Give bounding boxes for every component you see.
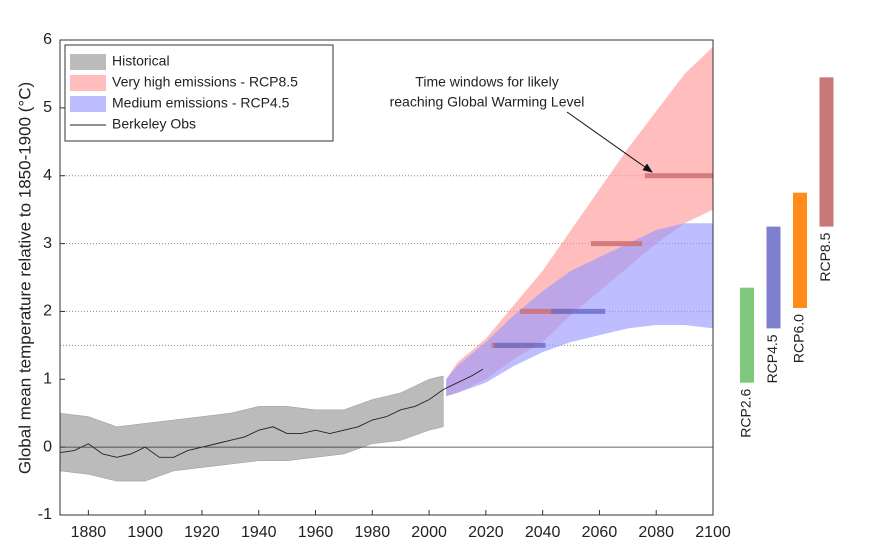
y-axis-label: Global mean temperature relative to 1850… bbox=[15, 82, 34, 474]
x-tick-label: 2060 bbox=[582, 524, 618, 541]
legend-label: Very high emissions - RCP8.5 bbox=[112, 74, 298, 90]
scenario-label: RCP2.6 bbox=[738, 388, 754, 437]
x-tick-label: 1900 bbox=[127, 524, 163, 541]
legend-swatch bbox=[70, 96, 106, 112]
x-tick-label: 2100 bbox=[695, 524, 731, 541]
legend: Historical Very high emissions - RCP8.5 Me… bbox=[64, 44, 334, 142]
y-tick-label: -1 bbox=[38, 506, 52, 523]
scenario-range bbox=[740, 287, 754, 383]
legend-swatch bbox=[70, 54, 106, 70]
x-tick-label: 1960 bbox=[298, 524, 334, 541]
obs-line bbox=[59, 368, 484, 458]
scenario-label: RCP6.0 bbox=[791, 314, 807, 363]
x-tick-label: 1880 bbox=[71, 524, 107, 541]
annotation: reaching Global Warming Level bbox=[390, 94, 585, 110]
x-tick-label: 2020 bbox=[468, 524, 504, 541]
legend-label: Historical bbox=[112, 53, 170, 69]
x-tick-label: 2080 bbox=[638, 524, 674, 541]
legend-box bbox=[64, 44, 334, 142]
band bbox=[446, 46, 713, 397]
legend-label: Medium emissions - RCP4.5 bbox=[112, 95, 290, 111]
x-tick-label: 1920 bbox=[184, 524, 220, 541]
x-tick-label: 2000 bbox=[411, 524, 447, 541]
y-tick-label: 1 bbox=[43, 371, 52, 388]
y-tick-label: 5 bbox=[43, 99, 52, 116]
annotation: Time windows for likely bbox=[415, 74, 558, 90]
x-tick-label: 1980 bbox=[355, 524, 391, 541]
scenario-label: RCP8.5 bbox=[817, 232, 833, 281]
y-tick-label: 2 bbox=[43, 303, 52, 320]
scenario-label: RCP4.5 bbox=[764, 334, 780, 383]
x-tick-label: 2040 bbox=[525, 524, 561, 541]
annotation-arrow bbox=[566, 111, 653, 173]
y-tick-label: 6 bbox=[43, 31, 52, 48]
scenario-range bbox=[766, 226, 781, 329]
scenario-range bbox=[793, 192, 807, 309]
legend-swatch bbox=[70, 75, 106, 91]
y-tick-label: 3 bbox=[43, 235, 52, 252]
band bbox=[59, 375, 444, 482]
y-tick-label: 4 bbox=[43, 167, 52, 184]
y-tick-label: 0 bbox=[43, 438, 52, 455]
legend-label: Berkeley Obs bbox=[112, 116, 196, 132]
plot-frame bbox=[59, 39, 714, 516]
scenario-range bbox=[819, 77, 834, 227]
x-tick-label: 1940 bbox=[241, 524, 277, 541]
